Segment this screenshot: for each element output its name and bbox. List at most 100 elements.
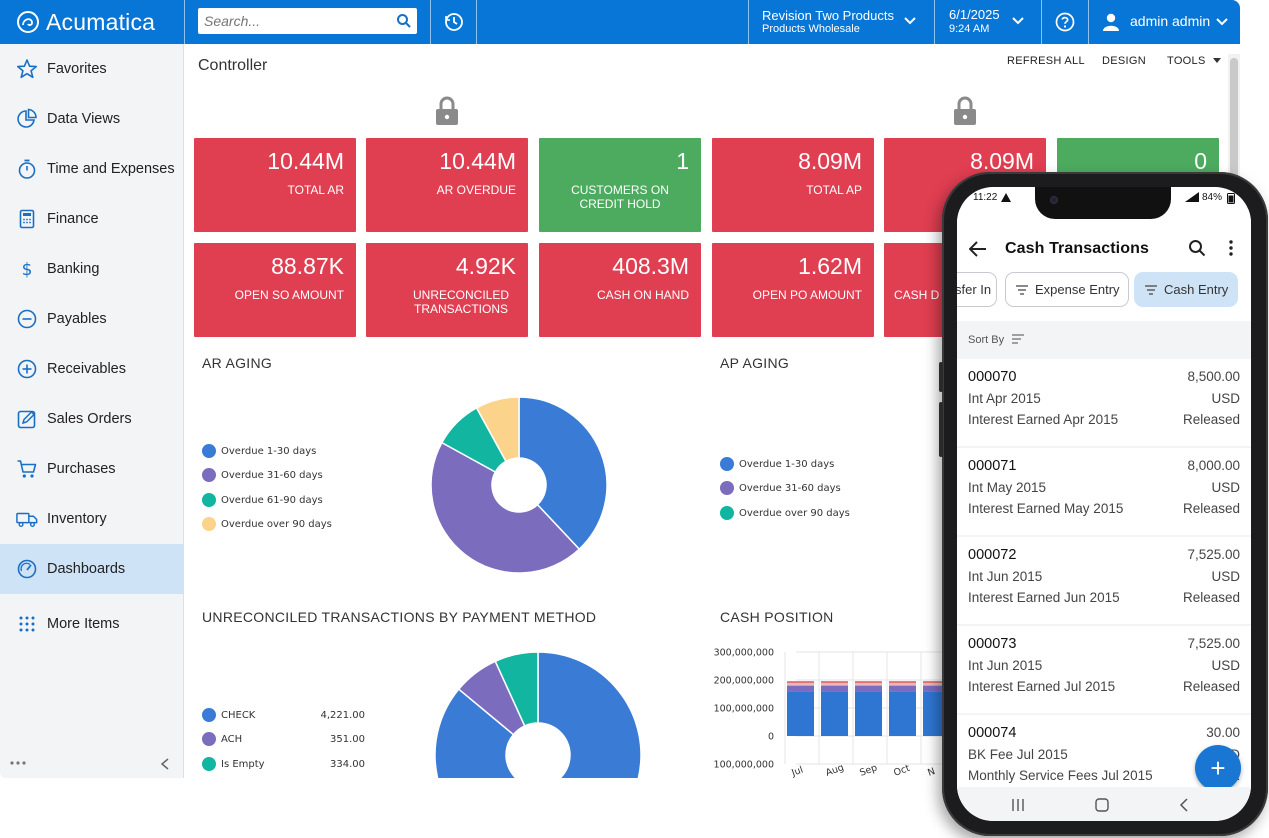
legend-item[interactable]: Overdue 61-90 days xyxy=(202,493,323,507)
legend-item[interactable]: Overdue 31-60 days xyxy=(202,468,323,482)
sidebar-item-inventory[interactable]: Inventory xyxy=(0,494,183,544)
list-item[interactable]: 000073 7,525.00 Int Jun 2015 USD Interes… xyxy=(957,626,1251,713)
status: Released xyxy=(1182,679,1240,694)
sidebar-item-dashboards[interactable]: Dashboards xyxy=(0,544,183,594)
kpi-value: 10.44M xyxy=(267,148,344,174)
list-item[interactable]: 000072 7,525.00 Int Jun 2015 USD Interes… xyxy=(957,537,1251,624)
cash-position-bar[interactable] xyxy=(821,682,848,686)
sort-bar[interactable]: Sort By xyxy=(957,321,1251,359)
back-icon[interactable] xyxy=(1179,798,1189,812)
cash-position-bar[interactable] xyxy=(787,685,814,692)
cash-position-bar[interactable] xyxy=(889,691,916,736)
collapse-sidebar-icon[interactable] xyxy=(160,758,170,770)
list-item[interactable]: 000071 8,000.00 Int May 2015 USD Interes… xyxy=(957,448,1251,535)
legend-swatch xyxy=(202,517,216,531)
sidebar-item-label: Dashboards xyxy=(47,561,126,577)
cash-position-bar[interactable] xyxy=(923,685,944,692)
cash-position-bar[interactable] xyxy=(923,682,944,686)
minus-circle-icon xyxy=(16,308,38,330)
kpi-tile-unreconciled-transactions[interactable]: 4.92K UNRECONCILED TRANSACTIONS xyxy=(366,243,528,337)
legend-item[interactable]: Overdue over 90 days xyxy=(720,506,850,520)
sidebar-footer xyxy=(0,750,183,778)
sidebar-item-time-and-expenses[interactable]: Time and Expenses xyxy=(0,144,183,194)
legend-label: Overdue 31-60 days xyxy=(739,482,841,494)
sidebar-item-receivables[interactable]: Receivables xyxy=(0,344,183,394)
kpi-tile-customers-on-credit-hold[interactable]: 1 CUSTOMERS ON CREDIT HOLD xyxy=(539,138,701,232)
user-menu[interactable]: admin admin xyxy=(1088,0,1240,44)
cash-position-bar[interactable] xyxy=(923,691,944,736)
more-vertical-icon[interactable] xyxy=(1228,240,1234,256)
cash-position-bar[interactable] xyxy=(855,685,882,692)
cash-position-bar[interactable] xyxy=(889,682,916,686)
legend-label: Overdue over 90 days xyxy=(221,518,332,530)
ar-aging-slice[interactable] xyxy=(518,396,608,551)
kpi-tile-open-po-amount[interactable]: 1.62M OPEN PO AMOUNT xyxy=(712,243,874,337)
company-selector[interactable]: Revision Two Products Products Wholesale xyxy=(748,0,934,44)
sidebar-item-favorites[interactable]: Favorites xyxy=(0,44,183,94)
kpi-value: 408.3M xyxy=(612,253,689,279)
tools-menu-button[interactable]: TOOLS xyxy=(1167,55,1221,67)
ar-aging-donut-chart[interactable] xyxy=(430,396,608,574)
ar-aging-slice[interactable] xyxy=(430,441,581,574)
legend-item[interactable]: Overdue 31-60 days xyxy=(720,481,841,495)
dollar-icon: $ xyxy=(16,258,38,280)
sidebar-item-sales-orders[interactable]: Sales Orders xyxy=(0,394,183,444)
more-horizontal-icon[interactable] xyxy=(10,760,26,766)
legend-item[interactable]: Overdue 1-30 days xyxy=(720,457,834,471)
acumatica-logo[interactable]: Acumatica xyxy=(16,8,155,36)
refresh-all-button[interactable]: REFRESH ALL xyxy=(1007,55,1085,67)
cash-position-bar[interactable] xyxy=(889,685,916,692)
unreconciled-slice[interactable] xyxy=(494,651,539,727)
scrollbar-thumb[interactable] xyxy=(1230,58,1238,228)
design-button[interactable]: DESIGN xyxy=(1102,55,1146,67)
cash-position-bar[interactable] xyxy=(855,682,882,686)
unreconciled-donut-chart[interactable] xyxy=(435,650,641,778)
history-button[interactable] xyxy=(430,0,476,44)
sidebar-item-purchases[interactable]: Purchases xyxy=(0,444,183,494)
business-date-selector[interactable]: 6/1/2025 9:24 AM xyxy=(934,0,1041,44)
cash-position-bar-chart[interactable]: 300,000,000 200,000,000 100,000,000 0 -100,0… xyxy=(714,640,944,778)
cash-position-bar[interactable] xyxy=(787,682,814,686)
cash-position-bar[interactable] xyxy=(821,691,848,736)
ref-number: 000071 xyxy=(968,458,1017,474)
sidebar-item-payables[interactable]: Payables xyxy=(0,294,183,344)
chip-cash-entry[interactable]: Cash Entry xyxy=(1134,272,1238,307)
ar-aging-slice[interactable] xyxy=(475,396,520,463)
recent-apps-icon[interactable] xyxy=(1011,799,1025,811)
legend-item[interactable]: Overdue over 90 days xyxy=(202,517,332,531)
legend-swatch xyxy=(720,457,734,471)
sidebar-item-label: Sales Orders xyxy=(47,411,132,427)
search-icon[interactable] xyxy=(1188,239,1206,257)
list-item[interactable]: 000070 8,500.00 Int Apr 2015 USD Interes… xyxy=(957,359,1251,446)
cash-position-bar[interactable] xyxy=(855,691,882,736)
sidebar-item-banking[interactable]: $ Banking xyxy=(0,244,183,294)
kpi-tile-ar-overdue[interactable]: 10.44M AR OVERDUE xyxy=(366,138,528,232)
kpi-tile-open-so-amount[interactable]: 88.87K OPEN SO AMOUNT xyxy=(194,243,356,337)
chip-expense-entry[interactable]: Expense Entry xyxy=(1005,272,1129,307)
kpi-value: 0 xyxy=(1194,148,1207,174)
legend-item[interactable]: CHECK xyxy=(202,708,255,722)
y-tick-label: 300,000,000 xyxy=(714,648,774,659)
global-search[interactable] xyxy=(198,8,417,34)
legend-item[interactable]: Is Empty xyxy=(202,757,265,771)
home-icon[interactable] xyxy=(1095,798,1109,812)
cash-position-bar[interactable] xyxy=(821,685,848,692)
kpi-tile-total-ap[interactable]: 8.09M TOTAL AP xyxy=(712,138,874,232)
sidebar-item-data-views[interactable]: Data Views xyxy=(0,94,183,144)
kpi-tile-cash-on-hand[interactable]: 408.3M CASH ON HAND xyxy=(539,243,701,337)
help-button[interactable] xyxy=(1041,0,1088,44)
back-arrow-icon[interactable] xyxy=(969,241,987,257)
legend-item[interactable]: ACH xyxy=(202,732,242,746)
chip-transfer-in[interactable]: sfer In xyxy=(957,272,997,307)
status: Released xyxy=(1182,590,1240,605)
sidebar-item-more-items[interactable]: More Items xyxy=(0,599,183,649)
search-input[interactable] xyxy=(198,8,388,34)
kpi-tile-total-ar[interactable]: 10.44M TOTAL AR xyxy=(194,138,356,232)
legend-item[interactable]: Overdue 1-30 days xyxy=(202,444,316,458)
kpi-label: CASH D xyxy=(894,288,940,302)
search-icon[interactable] xyxy=(396,13,412,29)
cash-position-bar[interactable] xyxy=(787,691,814,736)
sidebar-item-finance[interactable]: Finance xyxy=(0,194,183,244)
ar-aging-title: AR AGING xyxy=(202,355,273,371)
add-transaction-button[interactable]: + xyxy=(1195,745,1241,791)
